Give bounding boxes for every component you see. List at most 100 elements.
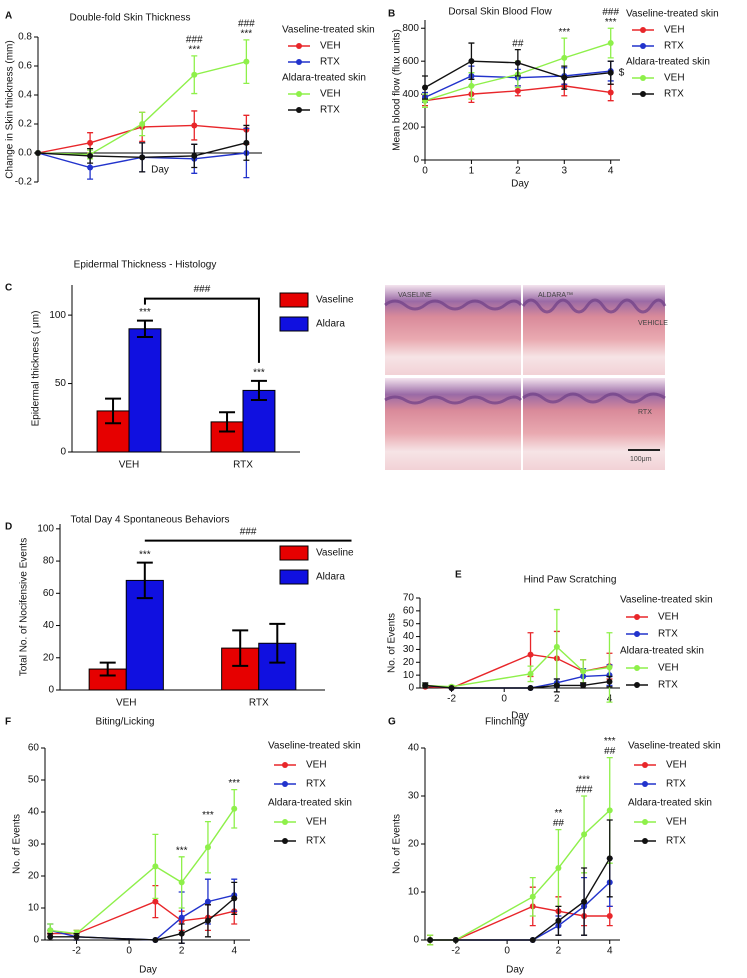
y-axis-label: No. of Events xyxy=(12,814,23,874)
annotation: ### xyxy=(238,19,255,30)
y-tick-label: 10 xyxy=(403,670,415,681)
legend-marker xyxy=(634,631,640,637)
data-point xyxy=(468,58,475,65)
legend-marker xyxy=(296,43,302,49)
y-tick-label: 60 xyxy=(28,743,40,754)
y-tick-label: 40 xyxy=(43,620,55,631)
column-label: ALDARA™ xyxy=(538,292,573,299)
y-tick-label: 40 xyxy=(403,631,415,642)
annotation: ## xyxy=(604,746,616,757)
x-axis-label: Day xyxy=(511,711,529,722)
y-tick-label: 0 xyxy=(413,155,419,166)
data-point xyxy=(178,930,185,937)
x-tick-label: VEH xyxy=(116,698,137,709)
legend-label: RTX xyxy=(666,779,686,790)
data-point xyxy=(606,913,613,919)
data-point xyxy=(87,139,94,146)
data-point xyxy=(555,917,562,924)
panel-letter: E xyxy=(455,570,462,581)
data-point xyxy=(152,937,159,943)
data-point xyxy=(607,69,614,76)
legend-label: VEH xyxy=(306,760,327,771)
series-line xyxy=(425,680,610,689)
legend-label: RTX xyxy=(306,836,326,847)
legend-marker xyxy=(282,819,288,825)
data-point xyxy=(527,685,534,691)
data-point xyxy=(427,937,434,943)
epidermis-outline xyxy=(384,298,667,405)
legend-label: VEH xyxy=(664,25,685,36)
error-bar xyxy=(136,319,153,339)
legend-label: RTX xyxy=(664,89,684,100)
legend-swatch xyxy=(279,569,309,585)
panel-letter: D xyxy=(5,522,12,533)
legend-group-title: Vaseline-treated skin xyxy=(620,595,713,606)
x-axis-label: Day xyxy=(151,165,169,176)
legend-marker xyxy=(642,781,648,787)
legend-group-title: Vaseline-treated skin xyxy=(282,25,375,36)
data-point xyxy=(47,933,54,940)
annotation: *** xyxy=(578,775,590,786)
data-point xyxy=(231,805,238,812)
y-tick-label: 50 xyxy=(28,775,40,786)
data-point xyxy=(529,937,536,943)
chart-title: Biting/Licking xyxy=(96,717,155,728)
legend-label: VEH xyxy=(658,663,679,674)
y-tick-label: 60 xyxy=(43,588,55,599)
annotation: *** xyxy=(558,27,570,38)
data-point xyxy=(581,898,588,905)
legend-label: RTX xyxy=(666,836,686,847)
data-point xyxy=(607,89,614,96)
data-point xyxy=(606,807,613,814)
y-tick-label: 20 xyxy=(28,871,40,882)
data-point xyxy=(139,121,146,127)
x-tick-label: 4 xyxy=(607,946,613,957)
legend-marker xyxy=(642,819,648,825)
legend-marker xyxy=(634,665,640,671)
legend-label: VEH xyxy=(666,760,687,771)
x-tick-label: 2 xyxy=(556,946,562,957)
histology-panel: VASELINE ALDARA™ VEHICLE RTX 100μm xyxy=(384,285,668,470)
series-line xyxy=(430,809,611,941)
y-tick-label: 0 xyxy=(408,683,414,694)
data-point xyxy=(191,71,198,78)
legend-group-title: Aldara-treated skin xyxy=(620,646,704,657)
data-point xyxy=(47,927,54,934)
legend-group-title: Aldara-treated skin xyxy=(282,73,366,84)
annotation: *** xyxy=(139,307,151,318)
series-line xyxy=(50,808,235,935)
chart-title: Hind Paw Scratching xyxy=(524,575,617,586)
legend-label: VEH xyxy=(666,817,687,828)
legend-marker xyxy=(282,781,288,787)
panel-letter: F xyxy=(5,717,11,728)
series-line xyxy=(50,894,235,941)
legend-label: VEH xyxy=(320,41,341,52)
data-point xyxy=(87,164,94,171)
data-point xyxy=(73,933,80,940)
legend-group-title: Vaseline-treated skin xyxy=(628,741,721,752)
y-tick-label: 70 xyxy=(403,593,415,604)
y-tick-label: 20 xyxy=(43,652,55,663)
error-bar xyxy=(105,397,122,425)
data-point xyxy=(87,152,94,159)
legend-marker xyxy=(282,762,288,768)
row-label: VEHICLE xyxy=(638,320,668,327)
x-tick-label: 0 xyxy=(504,946,510,957)
error-bar xyxy=(99,661,116,677)
legend-label: Vaseline xyxy=(316,295,354,306)
legend-marker xyxy=(642,762,648,768)
data-point xyxy=(580,682,587,689)
data-point xyxy=(35,150,41,156)
data-point xyxy=(191,152,198,159)
y-tick-label: 0.0 xyxy=(18,148,32,159)
y-tick-label: 0 xyxy=(60,447,66,458)
legend-label: VEH xyxy=(664,73,685,84)
x-tick-label: 0 xyxy=(422,166,428,177)
significance-bracket xyxy=(143,297,260,363)
data-point xyxy=(422,84,428,91)
legend-marker xyxy=(296,107,302,113)
annotation: *** xyxy=(176,845,188,856)
y-tick-label: 30 xyxy=(408,791,420,802)
y-tick-label: 50 xyxy=(403,618,415,629)
